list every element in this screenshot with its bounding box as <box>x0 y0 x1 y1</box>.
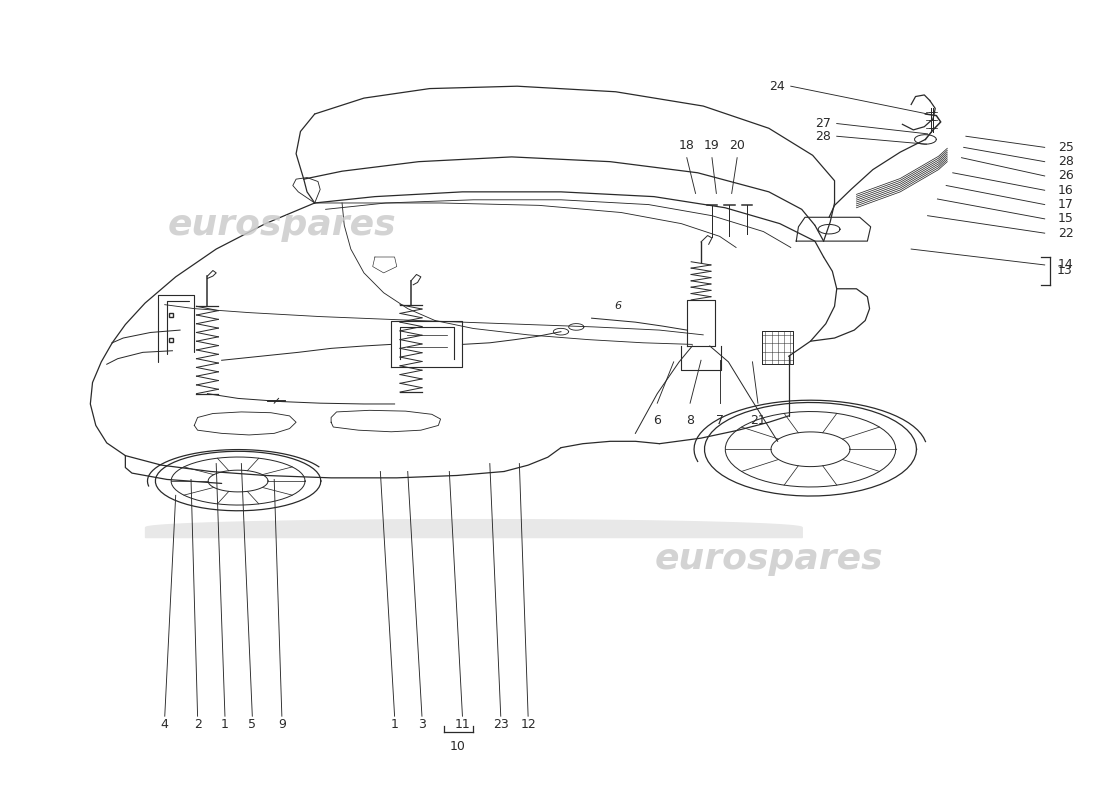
Text: 24: 24 <box>770 80 785 93</box>
Text: 28: 28 <box>815 130 832 142</box>
Text: 23: 23 <box>493 718 508 730</box>
Text: 19: 19 <box>704 139 719 152</box>
Text: 5: 5 <box>249 718 256 730</box>
Text: 15: 15 <box>1058 212 1074 226</box>
Text: 6: 6 <box>614 302 622 311</box>
Text: 13: 13 <box>1057 265 1072 278</box>
Text: 10: 10 <box>450 740 466 753</box>
Text: eurospares: eurospares <box>167 208 396 242</box>
Text: 11: 11 <box>454 718 471 730</box>
Text: 22: 22 <box>1058 226 1074 240</box>
Text: 14: 14 <box>1058 258 1074 271</box>
Text: 27: 27 <box>815 117 832 130</box>
Text: 20: 20 <box>729 139 745 152</box>
Text: 9: 9 <box>278 718 286 730</box>
Text: 25: 25 <box>1058 141 1074 154</box>
Text: 21: 21 <box>750 414 766 426</box>
Text: 26: 26 <box>1058 170 1074 182</box>
Text: 12: 12 <box>520 718 536 730</box>
Text: 1: 1 <box>390 718 398 730</box>
Text: 16: 16 <box>1058 184 1074 197</box>
Text: 3: 3 <box>418 718 426 730</box>
Text: 2: 2 <box>194 718 201 730</box>
Text: 7: 7 <box>716 414 724 426</box>
Text: eurospares: eurospares <box>654 542 883 576</box>
Text: 17: 17 <box>1058 198 1074 211</box>
Text: 18: 18 <box>679 139 695 152</box>
Text: 1: 1 <box>221 718 229 730</box>
Text: 6: 6 <box>653 414 661 426</box>
Text: 28: 28 <box>1058 155 1074 168</box>
Text: 8: 8 <box>686 414 694 426</box>
Text: 4: 4 <box>161 718 168 730</box>
